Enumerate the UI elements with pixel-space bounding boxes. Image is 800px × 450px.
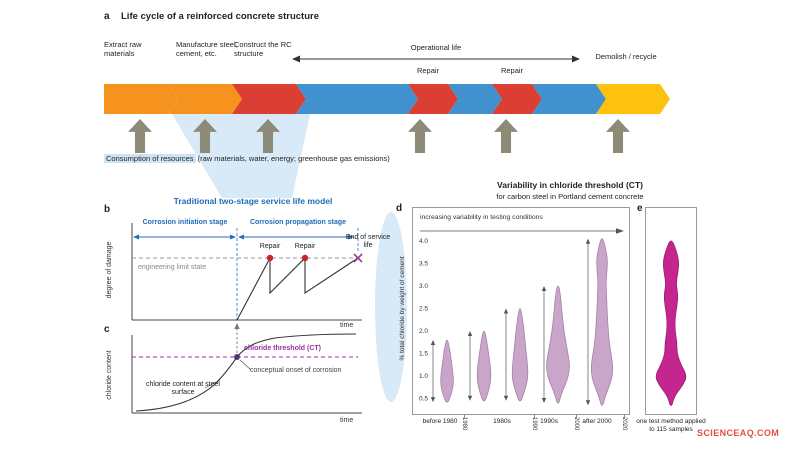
y-tick-label: 3.5	[419, 261, 428, 268]
violin-shape	[590, 238, 614, 406]
category-1980s: 1980s	[493, 418, 511, 425]
category-1990s: 1990s	[540, 418, 558, 425]
stage-label-manufacture: Manufacture steel, cement, etc.	[176, 40, 238, 58]
repair-dot-1	[266, 254, 274, 262]
variability-annotation: increasing variability in testing condit…	[420, 214, 543, 221]
panel-d-title: Variability in chloride threshold (CT)	[497, 180, 643, 190]
consumption-detail: (raw materials, water, energy; greenhous…	[197, 154, 390, 163]
repair-label-b-1: Repair	[259, 243, 281, 250]
watermark: SCIENCEAQ.COM	[697, 428, 780, 438]
d-y-axis-label: % total chloride by weight of cement	[399, 256, 406, 361]
stage-chevron-manufacture	[168, 84, 242, 114]
panel-e-letter: e	[637, 203, 643, 214]
panel-c-letter: c	[104, 324, 110, 335]
divider-tick-1990	[534, 415, 535, 419]
curve-label-pointer	[204, 381, 217, 389]
panel-b-letter: b	[104, 204, 111, 215]
y-tick-label: 2.0	[419, 328, 428, 335]
panel-d-letter: d	[396, 203, 403, 214]
stage-chevron-operational-1	[296, 84, 418, 114]
funnel-shape-c-to-d	[375, 212, 407, 402]
damage-curve	[236, 256, 359, 321]
panel-b-title: Traditional two-stage service life model	[173, 196, 333, 206]
repair-label-a-2: Repair	[500, 66, 524, 75]
operational-life-label: Operational life	[410, 43, 462, 52]
stage-chevron-construct	[232, 84, 306, 114]
panel-e-plot	[655, 240, 687, 406]
limit-state-label: engineering limit state	[138, 264, 207, 271]
c-y-axis-label: chloride content	[106, 350, 113, 400]
variability-arrow-head	[616, 228, 624, 234]
repair-dot-2	[301, 254, 309, 262]
year-divider-1980: 1980	[461, 417, 467, 431]
y-tick-label: 4.0	[419, 238, 428, 245]
panel-a-letter: a	[104, 11, 110, 22]
violin-shape	[655, 240, 687, 406]
y-tick-label: 1.0	[419, 373, 428, 380]
stage-chevron-demolish	[596, 84, 670, 114]
chloride-threshold-label: chloride threshold (CT)	[244, 345, 321, 352]
violin-shape	[546, 285, 570, 404]
stage-chevron-operational-3	[532, 84, 606, 114]
operational-life-arrow	[292, 55, 580, 63]
onset-label: conceptual onset of corrosion	[250, 367, 342, 374]
y-tick-label: 1.5	[419, 351, 428, 358]
initiation-stage-label: Corrosion initiation stage	[142, 219, 228, 226]
demolish-label: Demolish / recycle	[595, 52, 657, 61]
category-after-2000: after 2000	[582, 418, 612, 425]
panel-d-subtitle: for carbon steel in Portland cement conc…	[496, 192, 644, 201]
consumption-highlight: Consumption of resources	[104, 154, 196, 163]
stage-label-construct: Construct the RC structure	[234, 40, 292, 58]
consumption-of-resources: Consumption of resources (raw materials,…	[104, 154, 390, 163]
category-before-1980: before 1980	[422, 418, 458, 425]
stage-chevron-extract	[104, 84, 178, 114]
b-y-axis-label: degree of damage	[106, 241, 113, 299]
year-divider-1990: 1990	[531, 417, 537, 431]
y-tick-label: 0.5	[419, 396, 428, 403]
end-of-service-life-label: End of service life	[345, 234, 391, 250]
panel-bc-plot	[131, 223, 363, 414]
violin-shape	[440, 339, 454, 403]
divider-tick-2000	[576, 415, 577, 419]
repair-label-b-2: Repair	[294, 243, 316, 250]
b-x-axis-label: time	[340, 322, 354, 329]
chloride-curve-label: chloride content at steel surface	[146, 381, 220, 397]
divider-tick-2020	[624, 415, 625, 419]
panel-a-title: Life cycle of a reinforced concrete stru…	[121, 11, 319, 22]
divider-tick-1980	[464, 415, 465, 419]
onset-pointer	[239, 359, 252, 371]
c-x-axis-label: time	[340, 417, 354, 424]
violin-shape	[476, 330, 492, 402]
propagation-stage-label: Corrosion propagation stage	[249, 219, 347, 226]
repair-label-a-1: Repair	[416, 66, 440, 75]
lifecycle-chevron-bar	[104, 84, 670, 114]
stage-label-extract: Extract raw materials	[104, 40, 142, 58]
year-divider-2000: 2000	[573, 417, 579, 431]
panel-e-caption: one test method applied to 115 samples	[636, 418, 706, 434]
y-tick-label: 2.5	[419, 306, 428, 313]
end-of-life-x	[353, 253, 363, 263]
chloride-curve	[135, 333, 357, 412]
year-divider-2020: 2020	[621, 417, 627, 431]
violin-shape	[511, 308, 529, 402]
y-tick-label: 3.0	[419, 283, 428, 290]
panel-d-plot: 0.5 1.0 1.5 2.0 2.5 3.0 3.5 4.0	[419, 228, 624, 406]
